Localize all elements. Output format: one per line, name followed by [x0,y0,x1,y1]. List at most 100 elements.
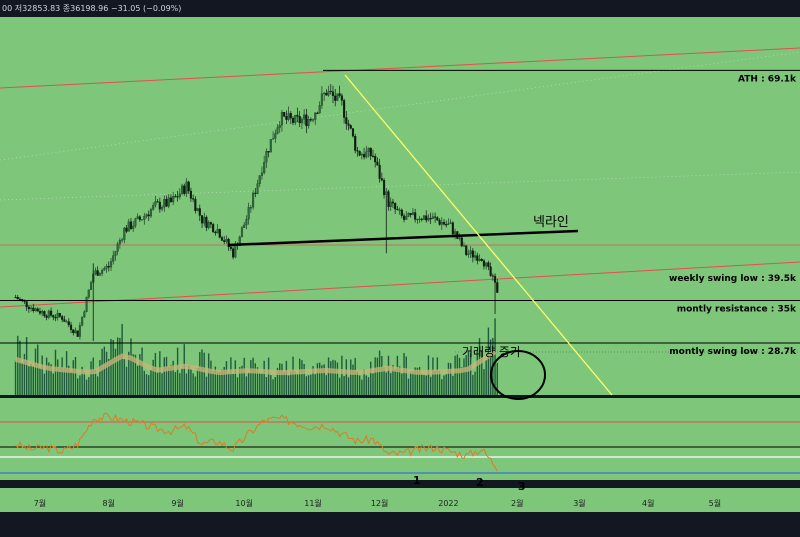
candle-body [105,266,108,269]
candle-body [192,198,195,200]
volume-bar [52,373,54,395]
candle-body [256,183,259,194]
volume-bar [383,367,385,395]
volume-bar [59,367,61,395]
volume-bar [489,339,492,395]
volume-bar [63,368,66,395]
volume-bar [303,363,305,395]
volume-bar [334,360,336,395]
candle-body [27,306,30,310]
candle-body [16,297,19,300]
volume-bar [245,376,248,395]
candle-body [329,90,332,93]
candle-body [458,237,461,239]
volume-bar [376,357,379,395]
x-tick-label: 2022 [438,499,458,508]
candle-body [25,301,28,308]
x-tick-label: 9월 [171,498,183,508]
candle-body [345,117,348,124]
volume-bar [43,373,46,395]
volume-bar [156,372,159,395]
volume-bar [203,352,205,395]
x-tick-label: 12월 [371,498,389,508]
candle-body [174,196,177,198]
volume-bar [312,366,314,395]
volume-bar [243,357,245,395]
volume-bar [96,376,99,395]
volume-bar [318,362,321,395]
x-tick-label: 11월 [304,498,322,508]
volume-bar [154,352,157,395]
candle-body [189,190,192,199]
candle-body [263,162,266,174]
candle-body [161,207,164,210]
volume-bar [81,366,83,395]
candle-body [380,178,383,181]
volume-bar [159,351,161,395]
candle-body [369,147,372,157]
volume-bar [441,379,443,395]
candle-body [343,100,346,118]
volume-bar [54,349,57,395]
candle-body [47,310,50,318]
volume-bar [105,351,108,395]
candle-body [207,222,210,228]
volume-bar [378,350,381,395]
volume-bar [236,377,239,395]
candle-body [491,275,494,277]
candle-body [496,282,499,293]
volume-bar [325,375,328,395]
volume-bar [241,365,243,395]
candle-body [63,319,66,322]
volume-bar [225,361,228,395]
candle-body [449,222,452,224]
volume-bar [263,360,265,395]
volume-bar [219,371,221,395]
volume-bar [68,365,70,395]
candle-body [132,225,135,229]
volume-bar [207,353,210,395]
candle-body [349,125,352,129]
candle-body [387,191,390,207]
volume-bar [70,371,72,395]
candle-body [434,216,437,218]
volume-bar [401,373,403,395]
candle-body [203,216,206,224]
candle-body [107,266,110,268]
candle-body [411,212,414,215]
candle-body [96,270,99,276]
candle-body [465,245,468,255]
candle-body [258,175,261,184]
volume-bar [205,376,208,395]
candle-body [340,95,343,101]
candle-body [356,150,359,152]
candle-body [394,203,397,210]
volume-bar [387,355,390,395]
candle-body [476,255,479,261]
ohlc-readout: 00 저32853.83 종36198.96 −31.05 (−0.09%) [2,4,181,13]
candle-body [280,112,283,126]
channel-upper-line [0,47,800,89]
volume-bar [108,358,110,395]
volume-bar [239,367,241,395]
volume-bar [116,337,119,395]
candle-body [245,219,248,226]
candle-body [125,227,128,232]
candle-body [489,266,492,276]
candle-body [418,218,421,220]
volume-bar [199,352,201,395]
volume-bar [352,364,354,395]
candle-body [272,138,275,140]
candle-body [247,207,250,220]
volume-bar [121,323,123,395]
candle-body [147,214,150,217]
candle-body [376,161,379,166]
volume-bar [14,360,17,395]
volume-bar [330,361,332,395]
x-tick-label: 3월 [573,498,585,508]
candle-body [378,164,381,179]
candle-body [252,192,255,208]
candle-body [176,196,179,198]
